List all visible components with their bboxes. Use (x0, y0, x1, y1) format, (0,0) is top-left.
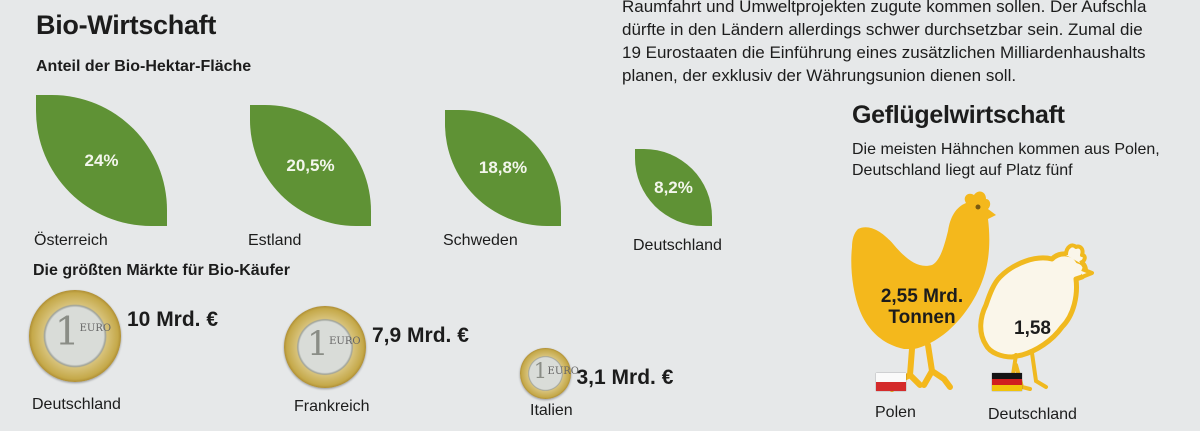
leaf-country-label: Estland (248, 232, 302, 249)
chicken-chart (851, 191, 1094, 392)
coin-numeral: 1 (54, 310, 80, 356)
coin-numeral: 1 (306, 324, 329, 365)
market-value-label: 7,9 Mrd. € (372, 324, 469, 347)
poultry-subtitle-line: Die meisten Hähnchen kommen aus Polen, (852, 141, 1160, 158)
bio-title: Bio-Wirtschaft (36, 10, 217, 40)
poultry-value-poland-part: Tonnen (888, 307, 956, 328)
poultry-subtitle: Die meisten Hähnchen kommen aus Polen, D… (852, 139, 1160, 181)
euro-coin-icon: 1 EURO (29, 290, 121, 382)
markets-subtitle: Die größten Märkte für Bio-Käufer (33, 262, 290, 279)
coin-mark: EURO (547, 365, 580, 377)
article-line: dürfte in den Ländern allerdings schwer … (622, 20, 1143, 39)
euro-coin-icon: 1 EURO (519, 347, 579, 399)
leaf-country-label: Deutschland (633, 237, 722, 254)
leaf-value-label: 24% (84, 150, 119, 170)
market-value-label: 3,1 Mrd. € (576, 365, 674, 389)
poultry-value-germany: 1,58 (1014, 318, 1051, 339)
poultry-subtitle-line: Deutschland liegt auf Platz fünf (852, 162, 1073, 179)
poultry-value-poland-line: 2,55 Mrd. Tonnen (866, 286, 978, 328)
euro-coin-icon: 1 EURO (284, 306, 366, 388)
coin-mark: EURO (329, 335, 361, 347)
market-country-label: Italien (530, 402, 573, 419)
chicken-germany (978, 243, 1094, 391)
flag-poland-icon (876, 373, 906, 391)
leaf-value-label: 20,5% (286, 155, 335, 175)
poultry-title: Geflügelwirtschaft (852, 101, 1065, 129)
article-line: planen, der exklusiv der Währungsunion d… (622, 66, 1017, 85)
leaf-value-label: 18,8% (478, 158, 528, 177)
article-text: Raumfahrt und Umweltprojekten zugute kom… (622, 0, 1146, 87)
share-subtitle: Anteil der Bio-Hektar-Fläche (36, 58, 252, 75)
leaf-value-label: 8,2% (654, 177, 693, 197)
flag-germany-icon (992, 373, 1022, 391)
market-country-label: Frankreich (294, 398, 370, 415)
article-line: 19 Eurostaaten die Einführung eines zusä… (622, 43, 1146, 62)
article-line: Raumfahrt und Umweltprojekten zugute kom… (622, 0, 1147, 16)
leaf-country-label: Österreich (34, 232, 108, 249)
leaf-country-label: Schweden (443, 232, 518, 249)
poultry-country-poland: Polen (875, 404, 916, 421)
market-country-label: Deutschland (32, 396, 121, 413)
poultry-value-poland-part: 2,55 Mrd. (880, 286, 964, 307)
coin-numeral: 1 (533, 358, 548, 383)
poultry-value-poland: 2,55 Mrd. Tonnen (866, 286, 978, 328)
market-value-label: 10 Mrd. € (127, 308, 219, 331)
poultry-country-germany: Deutschland (988, 406, 1077, 423)
coin-mark: EURO (79, 323, 112, 335)
